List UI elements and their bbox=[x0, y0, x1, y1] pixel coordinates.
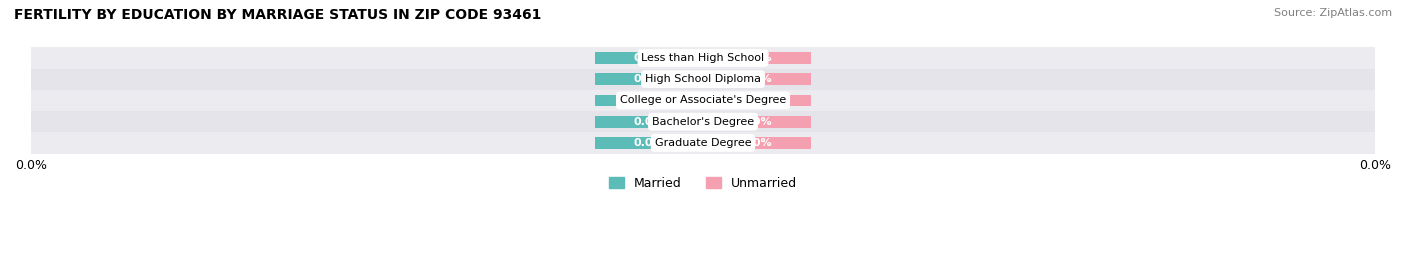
Text: 0.0%: 0.0% bbox=[634, 138, 665, 148]
Legend: Married, Unmarried: Married, Unmarried bbox=[603, 172, 803, 195]
Bar bbox=[31, 132, 1375, 154]
Bar bbox=[596, 52, 703, 64]
Bar bbox=[596, 137, 703, 149]
Text: 0.0%: 0.0% bbox=[634, 74, 665, 84]
Bar bbox=[596, 73, 703, 85]
Bar bbox=[31, 69, 1375, 90]
Text: Bachelor's Degree: Bachelor's Degree bbox=[652, 117, 754, 127]
Text: 0.0%: 0.0% bbox=[741, 74, 772, 84]
Bar bbox=[703, 116, 810, 128]
Bar bbox=[596, 95, 703, 106]
Text: Graduate Degree: Graduate Degree bbox=[655, 138, 751, 148]
Text: 0.0%: 0.0% bbox=[741, 138, 772, 148]
Text: College or Associate's Degree: College or Associate's Degree bbox=[620, 95, 786, 105]
Text: 0.0%: 0.0% bbox=[741, 95, 772, 105]
Text: 0.0%: 0.0% bbox=[741, 53, 772, 63]
Text: High School Diploma: High School Diploma bbox=[645, 74, 761, 84]
Bar bbox=[703, 73, 810, 85]
Bar bbox=[703, 95, 810, 106]
Text: 0.0%: 0.0% bbox=[634, 117, 665, 127]
Text: 0.0%: 0.0% bbox=[741, 117, 772, 127]
Text: Source: ZipAtlas.com: Source: ZipAtlas.com bbox=[1274, 8, 1392, 18]
Bar bbox=[703, 137, 810, 149]
Bar bbox=[31, 90, 1375, 111]
Bar bbox=[31, 111, 1375, 132]
Bar bbox=[596, 116, 703, 128]
Bar bbox=[31, 47, 1375, 69]
Bar bbox=[703, 52, 810, 64]
Text: 0.0%: 0.0% bbox=[634, 95, 665, 105]
Text: 0.0%: 0.0% bbox=[634, 53, 665, 63]
Text: FERTILITY BY EDUCATION BY MARRIAGE STATUS IN ZIP CODE 93461: FERTILITY BY EDUCATION BY MARRIAGE STATU… bbox=[14, 8, 541, 22]
Text: Less than High School: Less than High School bbox=[641, 53, 765, 63]
